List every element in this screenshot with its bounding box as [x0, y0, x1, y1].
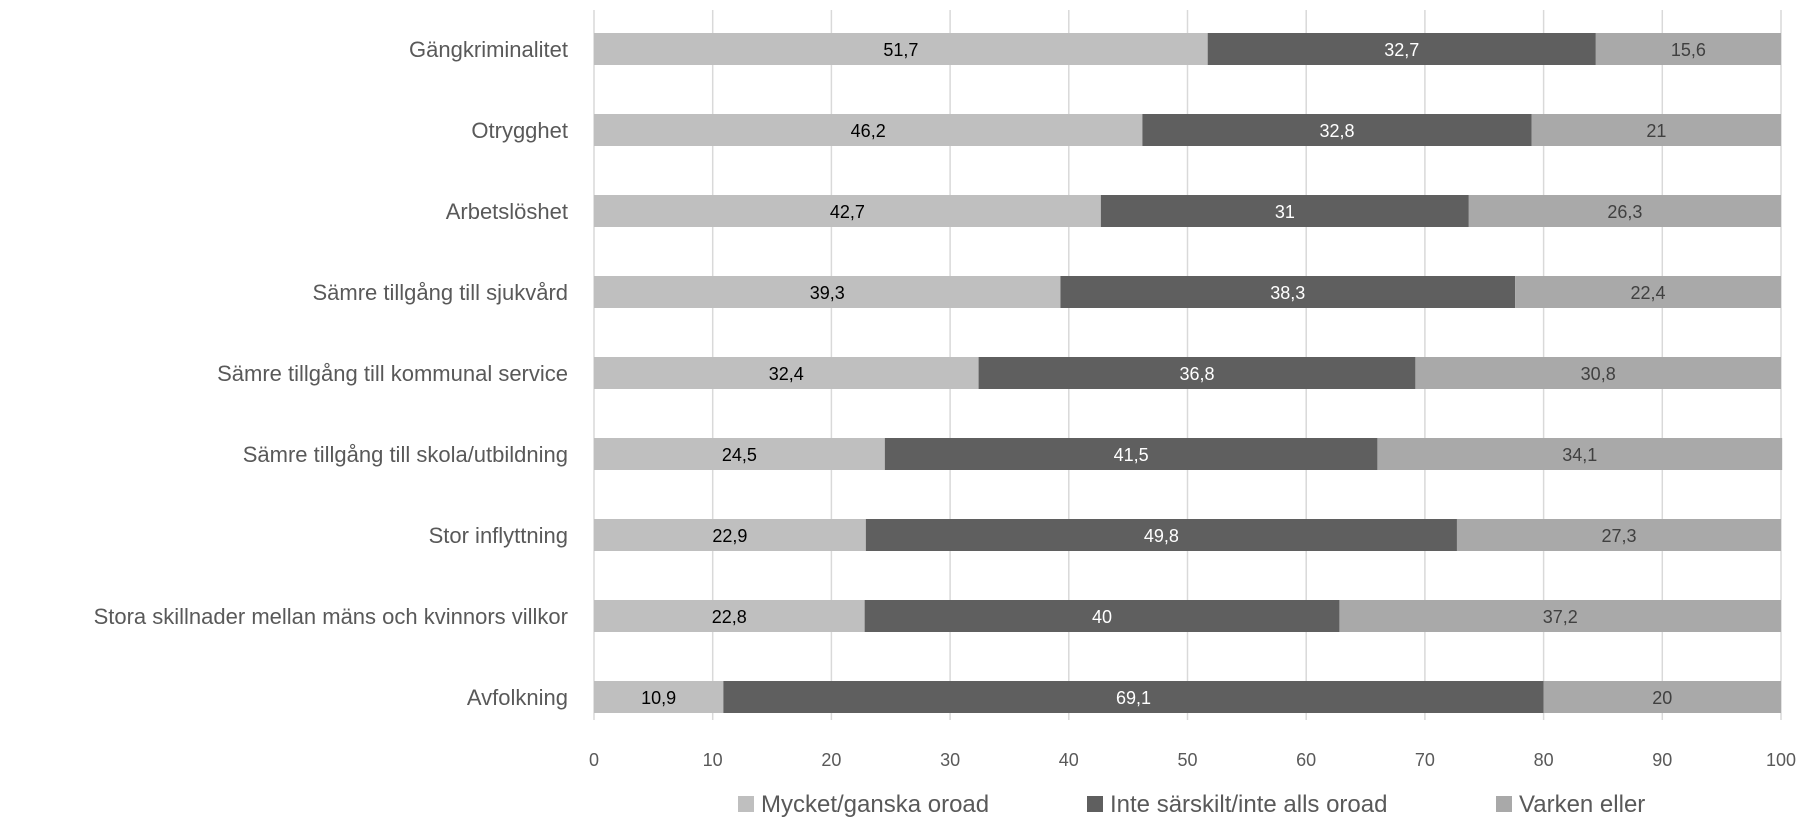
bar-segment — [1543, 681, 1781, 713]
data-label: 38,3 — [1270, 283, 1305, 303]
data-label: 34,1 — [1562, 445, 1597, 465]
data-label: 39,3 — [810, 283, 845, 303]
bar-segment — [594, 519, 866, 551]
data-label: 32,8 — [1320, 121, 1355, 141]
category-labels: Gängkriminalitet Otrygghet Arbetslöshet Säm… — [94, 37, 568, 710]
legend-swatch — [1087, 796, 1103, 812]
x-tick-label: 90 — [1652, 750, 1672, 770]
bar-segment — [864, 600, 1340, 632]
legend-swatch — [1496, 796, 1512, 812]
bars — [594, 33, 1783, 713]
data-label: 32,4 — [769, 364, 804, 384]
data-label: 15,6 — [1671, 40, 1706, 60]
bar-segment — [1339, 600, 1781, 632]
data-label: 36,8 — [1179, 364, 1214, 384]
x-tick-label: 80 — [1534, 750, 1554, 770]
data-label: 10,9 — [641, 688, 676, 708]
x-tick-label: 50 — [1177, 750, 1197, 770]
bar-segment — [865, 519, 1457, 551]
data-label: 22,8 — [712, 607, 747, 627]
bar-segment — [1531, 114, 1781, 146]
x-tick-label: 100 — [1766, 750, 1796, 770]
data-label: 22,4 — [1631, 283, 1666, 303]
legend-label: Varken eller — [1519, 791, 1645, 818]
data-label: 24,5 — [722, 445, 757, 465]
bar-segment — [1100, 195, 1469, 227]
bar-segment — [1142, 114, 1532, 146]
data-label: 20 — [1652, 688, 1672, 708]
bar-segment — [594, 195, 1101, 227]
category-label: Stor inflyttning — [429, 523, 568, 548]
data-label: 22,9 — [712, 526, 747, 546]
legend: Mycket/ganska oroad Inte särskilt/inte al… — [738, 791, 1645, 818]
category-label: Sämre tillgång till skola/utbildning — [243, 442, 568, 467]
bar-segment — [1515, 276, 1781, 308]
bar-segment — [594, 276, 1061, 308]
x-tick-label: 70 — [1415, 750, 1435, 770]
x-tick-label: 20 — [821, 750, 841, 770]
bar-segment — [884, 438, 1378, 470]
bar-segment — [594, 600, 865, 632]
data-label: 69,1 — [1116, 688, 1151, 708]
data-label: 49,8 — [1144, 526, 1179, 546]
bar-segment — [594, 33, 1208, 65]
x-tick-label: 30 — [940, 750, 960, 770]
bar-segment — [978, 357, 1416, 389]
bar-segment — [1595, 33, 1781, 65]
bar-segment — [1415, 357, 1781, 389]
legend-label: Mycket/ganska oroad — [761, 791, 989, 818]
category-label: Stora skillnader mellan mäns och kvinnor… — [94, 604, 568, 629]
x-tick-label: 40 — [1059, 750, 1079, 770]
data-label: 31 — [1275, 202, 1295, 222]
data-label: 26,3 — [1607, 202, 1642, 222]
data-labels: 51,7 32,7 15,6 46,2 32,8 21 42,7 31 26,3 39,3 38,3… — [641, 40, 1706, 708]
data-label: 40 — [1092, 607, 1112, 627]
bar-segment — [723, 681, 1544, 713]
bar-segment — [594, 681, 724, 713]
category-label: Avfolkning — [467, 685, 568, 710]
x-tick-label: 10 — [703, 750, 723, 770]
data-label: 41,5 — [1114, 445, 1149, 465]
category-label: Arbetslöshet — [446, 199, 568, 224]
legend-swatch — [738, 796, 754, 812]
bar-segment — [594, 357, 979, 389]
bar-segment — [1060, 276, 1516, 308]
category-label: Gängkriminalitet — [409, 37, 568, 62]
data-label: 27,3 — [1601, 526, 1636, 546]
category-label: Otrygghet — [471, 118, 568, 143]
data-label: 51,7 — [883, 40, 918, 60]
data-label: 32,7 — [1384, 40, 1419, 60]
data-label: 21 — [1646, 121, 1666, 141]
category-label: Sämre tillgång till kommunal service — [217, 361, 568, 386]
bar-segment — [1468, 195, 1781, 227]
data-label: 37,2 — [1543, 607, 1578, 627]
x-tick-label: 60 — [1296, 750, 1316, 770]
bar-segment — [594, 438, 885, 470]
data-label: 42,7 — [830, 202, 865, 222]
bar-segment — [1377, 438, 1783, 470]
bar-segment — [1456, 519, 1781, 551]
data-label: 46,2 — [851, 121, 886, 141]
bar-segment — [594, 114, 1143, 146]
x-tick-labels: 0 10 20 30 40 50 60 70 80 90 100 — [589, 750, 1796, 770]
x-tick-label: 0 — [589, 750, 599, 770]
bar-segment — [1207, 33, 1596, 65]
legend-label: Inte särskilt/inte alls oroad — [1110, 791, 1387, 818]
data-label: 30,8 — [1581, 364, 1616, 384]
category-label: Sämre tillgång till sjukvård — [312, 280, 568, 305]
